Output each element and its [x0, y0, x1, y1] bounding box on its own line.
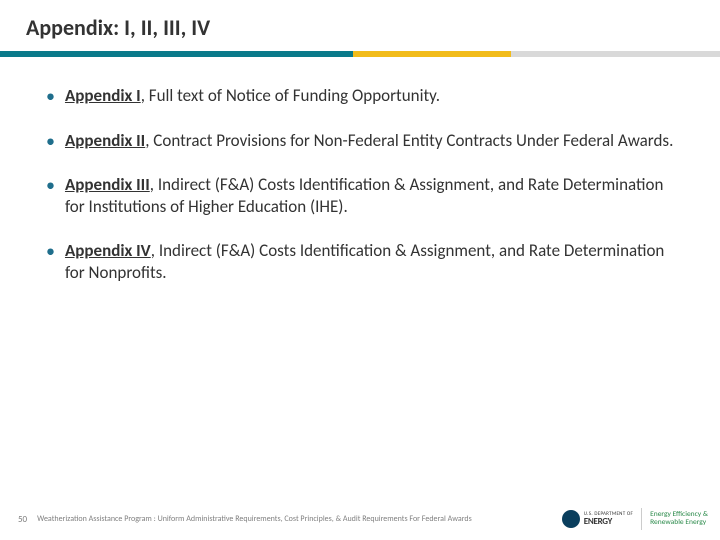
- logo-separator: [641, 508, 642, 530]
- footer: 50 Weatherization Assistance Program : U…: [0, 508, 720, 530]
- bullet-lead: Appendix III: [65, 174, 150, 195]
- footer-logos: U.S. DEPARTMENT OF ENERGY Energy Efficie…: [562, 508, 708, 530]
- eere-logo: Energy Efficiency & Renewable Energy: [650, 511, 708, 528]
- bullet-text: Appendix IV, Indirect (F&A) Costs Identi…: [65, 240, 680, 284]
- bullet-rest: , Contract Provisions for Non-Federal En…: [145, 130, 673, 151]
- bullet-dot-icon: •: [46, 85, 55, 108]
- bullet-text: Appendix I, Full text of Notice of Fundi…: [65, 85, 680, 107]
- rule-segment-teal: [0, 51, 353, 57]
- bullet-dot-icon: •: [46, 174, 55, 197]
- rule-segment-yellow: [353, 51, 511, 57]
- bullet-dot-icon: •: [46, 130, 55, 153]
- bullet-dot-icon: •: [46, 240, 55, 263]
- rule-segment-gray: [511, 51, 720, 57]
- doe-text: U.S. DEPARTMENT OF ENERGY: [584, 512, 633, 526]
- bullet-lead: Appendix IV: [65, 240, 151, 261]
- list-item: • Appendix III, Indirect (F&A) Costs Ide…: [40, 174, 680, 218]
- bullet-text: Appendix II, Contract Provisions for Non…: [65, 130, 680, 152]
- page-title: Appendix: I, II, III, IV: [0, 0, 720, 41]
- content-area: • Appendix I, Full text of Notice of Fun…: [0, 57, 720, 284]
- footer-text: Weatherization Assistance Program : Unif…: [37, 514, 562, 524]
- bullet-lead: Appendix I: [65, 85, 141, 106]
- page-number: 50: [18, 514, 27, 525]
- bullet-lead: Appendix II: [65, 130, 145, 151]
- title-rule: [0, 51, 720, 57]
- list-item: • Appendix I, Full text of Notice of Fun…: [40, 85, 680, 108]
- list-item: • Appendix II, Contract Provisions for N…: [40, 130, 680, 153]
- doe-logo: U.S. DEPARTMENT OF ENERGY: [562, 510, 633, 528]
- bullet-text: Appendix III, Indirect (F&A) Costs Ident…: [65, 174, 680, 218]
- doe-main-line: ENERGY: [584, 517, 633, 526]
- list-item: • Appendix IV, Indirect (F&A) Costs Iden…: [40, 240, 680, 284]
- bullet-rest: , Indirect (F&A) Costs Identification & …: [65, 240, 664, 283]
- bullet-rest: , Full text of Notice of Funding Opportu…: [141, 85, 440, 106]
- bullet-rest: , Indirect (F&A) Costs Identification & …: [65, 174, 663, 217]
- doe-seal-icon: [562, 510, 580, 528]
- eere-line2: Renewable Energy: [650, 519, 708, 527]
